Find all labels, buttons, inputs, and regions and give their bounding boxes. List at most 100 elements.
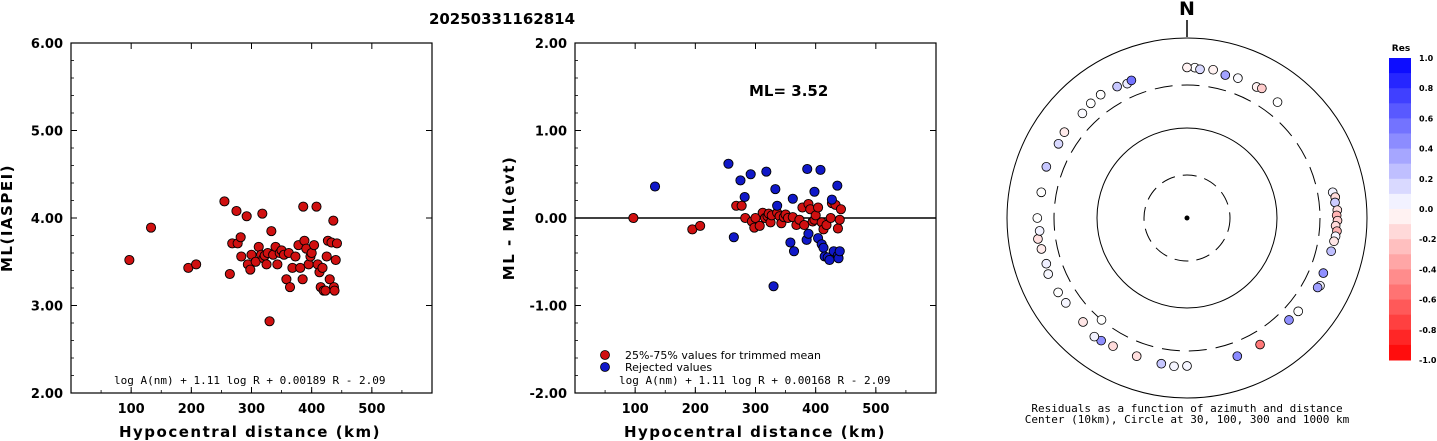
event-ml-label: ML= 3.52 xyxy=(749,82,828,100)
data-point xyxy=(834,246,845,257)
data-point xyxy=(825,212,836,224)
station-residual-point xyxy=(1255,339,1265,350)
data-point xyxy=(826,194,837,205)
station-residual-point xyxy=(1059,127,1070,137)
data-point xyxy=(297,274,308,285)
data-point xyxy=(628,212,639,224)
y-axis-label: ML(IASPEI) xyxy=(0,164,16,272)
data-point xyxy=(295,262,306,273)
y-tick-label: 1.00 xyxy=(535,125,567,140)
data-points xyxy=(124,196,342,327)
data-point xyxy=(832,180,843,191)
x-tick-label: 200 xyxy=(682,402,709,417)
station-residual-point xyxy=(1078,317,1088,327)
x-tick-label: 400 xyxy=(802,402,829,417)
colorbar-swatch xyxy=(1389,329,1411,346)
ml-residual-plot: 100 200 300 400 500 -2.00 -1.00 0.00 1.00 2.00 ML… xyxy=(500,37,937,441)
data-point xyxy=(317,262,328,273)
colorbar-swatch xyxy=(1389,148,1411,165)
y-tick-label: 6.00 xyxy=(31,37,63,52)
y-tick-label: -1.00 xyxy=(530,300,567,315)
polar-caption-line2: Center (10km), Circle at 30, 100, 300 an… xyxy=(1025,413,1350,426)
legend-trimmed-label: 25%-75% values for trimmed mean xyxy=(625,349,821,362)
data-point xyxy=(834,214,845,225)
data-point xyxy=(331,238,342,249)
axis-ticks: 100 200 300 400 500 -2.00 -1.00 0.00 1.00 2.00 xyxy=(530,37,937,417)
station-residual-point xyxy=(1036,187,1047,198)
colorbar-tick-label: 0.0 xyxy=(1419,205,1434,214)
data-point xyxy=(320,285,331,296)
x-tick-label: 500 xyxy=(862,402,889,417)
residual-colorbar: Res 1.0 0.8 0.6 0.4 0.2 0.0 -0.2 -0.4 -0.6 -0.8 -1… xyxy=(1389,44,1437,365)
station-residual-point xyxy=(1329,236,1339,247)
data-point xyxy=(695,220,706,231)
data-point xyxy=(235,232,246,243)
data-point xyxy=(124,254,135,266)
station-residual-point xyxy=(1053,139,1064,149)
data-point xyxy=(803,228,814,239)
colorbar-swatch xyxy=(1389,224,1411,240)
colorbar-swatch xyxy=(1389,103,1411,119)
station-residual-point xyxy=(1108,341,1118,351)
station-residual-point xyxy=(1126,75,1137,86)
station-residual-point xyxy=(1095,89,1106,100)
data-point xyxy=(809,186,820,197)
colorbar-tick-label: 0.6 xyxy=(1419,114,1434,123)
data-point xyxy=(723,158,734,169)
data-point xyxy=(290,251,301,262)
data-point xyxy=(311,201,322,212)
x-tick-label: 100 xyxy=(118,402,145,417)
colorbar-title: Res xyxy=(1392,44,1410,54)
station-residual-point xyxy=(1208,64,1218,75)
data-point xyxy=(768,281,779,292)
colorbar-swatch xyxy=(1389,73,1411,89)
data-point xyxy=(770,184,781,195)
colorbar-swatch xyxy=(1389,344,1411,361)
colorbar-swatch xyxy=(1389,284,1411,301)
station-residual-point xyxy=(1312,282,1323,293)
ml-vs-distance-plot: 100 200 300 400 500 2.00 3.00 4.00 5.00 6.00 log … xyxy=(0,37,433,441)
colorbar-tick-label: -0.4 xyxy=(1419,265,1437,274)
station-residual-point xyxy=(1182,62,1192,73)
data-point xyxy=(739,191,750,203)
legend-rejected-marker xyxy=(600,362,610,372)
station-residual-point xyxy=(1061,298,1071,308)
colorbar-swatch xyxy=(1389,88,1411,104)
data-point xyxy=(324,274,335,285)
colorbar-tick-label: 0.8 xyxy=(1419,84,1434,93)
data-point xyxy=(772,200,783,211)
data-point xyxy=(649,181,661,192)
epicenter-marker xyxy=(1184,215,1190,221)
data-point xyxy=(145,222,157,233)
station-residual-point xyxy=(1169,361,1179,372)
data-point xyxy=(261,259,272,270)
polar-caption-line1: Residuals as a function of azimuth and d… xyxy=(1031,402,1342,415)
north-label: N xyxy=(1179,0,1195,20)
azimuth-residual-plot: N Residuals as a function of azimuth and… xyxy=(1006,0,1368,426)
station-residual-point xyxy=(1112,81,1122,92)
colorbar-swatch xyxy=(1389,118,1411,134)
station-residual-point xyxy=(1284,315,1294,325)
station-residual-point xyxy=(1220,70,1231,80)
figure-title: 20250331162814 xyxy=(429,10,575,28)
y-axis-label: ML - ML(evt) xyxy=(500,156,518,280)
x-tick-label: 400 xyxy=(298,402,325,417)
x-axis-label: Hypocentral distance (km) xyxy=(119,423,381,441)
station-residual-point xyxy=(1156,358,1167,369)
station-residual-point xyxy=(1033,234,1043,244)
data-point xyxy=(735,175,746,186)
station-residual-point xyxy=(1041,162,1052,172)
data-point xyxy=(736,200,747,211)
magnitude-formula: log A(nm) + 1.11 log R + 0.00189 R - 2.0… xyxy=(114,374,386,387)
data-point xyxy=(799,219,810,231)
data-point xyxy=(818,242,829,253)
x-tick-label: 100 xyxy=(622,402,649,417)
y-tick-label: -2.00 xyxy=(530,387,567,402)
data-point xyxy=(241,211,252,222)
station-residual-point xyxy=(1326,246,1336,257)
x-tick-label: 500 xyxy=(358,402,385,417)
axis-ticks: 100 200 300 400 500 2.00 3.00 4.00 5.00 6.00 xyxy=(31,37,433,417)
colorbar-swatch xyxy=(1389,163,1411,180)
colorbar-tick-label: -0.8 xyxy=(1419,326,1437,335)
